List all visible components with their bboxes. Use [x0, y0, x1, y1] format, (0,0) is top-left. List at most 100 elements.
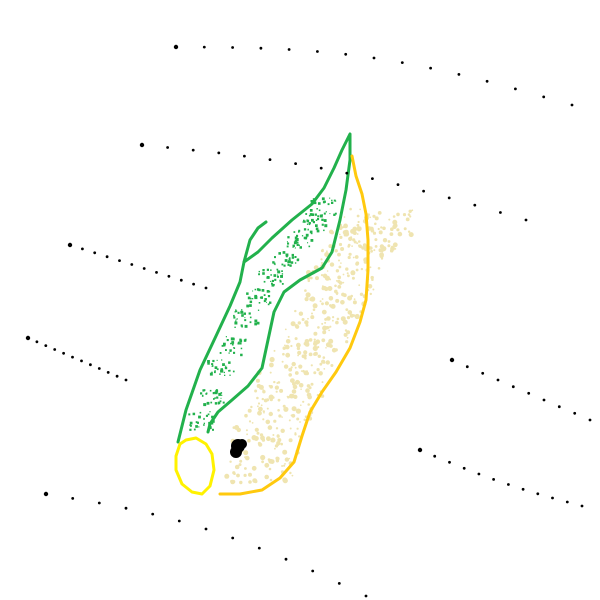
arc-dot — [124, 506, 128, 510]
beige-speckle — [390, 227, 394, 231]
green-speckle — [216, 396, 219, 399]
beige-speckle — [298, 364, 303, 369]
beige-speckle — [291, 406, 297, 412]
beige-speckle — [353, 240, 357, 244]
beige-speckle — [335, 280, 338, 282]
green-speckle — [203, 422, 205, 424]
green-speckle — [276, 268, 279, 271]
beige-speckle — [341, 292, 345, 297]
arc-dot — [465, 365, 469, 369]
green-speckle — [209, 372, 213, 376]
beige-speckle — [302, 369, 305, 373]
green-speckle — [190, 424, 192, 427]
green-speckle — [298, 244, 300, 246]
beige-speckle — [255, 378, 260, 383]
beige-speckle — [251, 465, 257, 471]
beige-speckle — [355, 262, 359, 266]
beige-speckle — [369, 246, 373, 250]
beige-speckle — [359, 208, 362, 211]
beige-speckle — [330, 364, 334, 367]
beige-speckle — [313, 340, 316, 343]
green-speckle — [322, 201, 326, 204]
beige-speckle — [369, 292, 372, 296]
arc-dot — [284, 557, 288, 561]
green-speckle — [286, 241, 288, 243]
beige-speckle — [370, 275, 374, 280]
beige-speckle — [262, 389, 265, 392]
beige-speckle — [347, 295, 353, 301]
beige-speckle — [325, 360, 330, 365]
green-speckle — [213, 398, 215, 400]
green-speckle — [317, 218, 320, 221]
beige-speckle — [258, 406, 263, 412]
green-speckle — [260, 296, 263, 299]
green-speckle — [232, 370, 235, 373]
green-speckle — [308, 245, 311, 248]
beige-speckle — [295, 379, 300, 385]
beige-speckle — [320, 258, 323, 261]
beige-speckle — [387, 240, 391, 243]
beige-speckle — [287, 335, 290, 338]
beige-speckle — [310, 315, 315, 320]
green-speckle — [313, 201, 317, 205]
beige-speckle — [305, 292, 311, 298]
arc-dot — [400, 61, 404, 64]
beige-speckle — [331, 347, 337, 353]
beige-speckle — [248, 472, 252, 477]
beige-speckle — [254, 427, 259, 432]
beige-speckle — [270, 437, 276, 443]
beige-speckle — [285, 339, 291, 344]
green-speckle — [281, 270, 283, 272]
green-speckle — [189, 428, 192, 431]
green-speckle — [192, 412, 196, 416]
green-speckle — [303, 220, 306, 223]
arc-dot — [316, 50, 319, 53]
beige-speckle — [316, 368, 320, 372]
beige-speckle — [257, 410, 262, 416]
beige-speckle — [300, 404, 302, 407]
beige-speckle — [247, 408, 252, 413]
green-speckle — [310, 239, 314, 242]
green-speckle — [228, 352, 230, 354]
beige-speckle — [377, 227, 380, 231]
green-speckle — [254, 296, 257, 299]
beige-speckle — [335, 298, 340, 303]
arc-dot — [372, 56, 376, 60]
green-speckle — [235, 319, 237, 321]
beige-speckle — [407, 230, 411, 233]
beige-speckle — [238, 463, 242, 467]
beige-speckle — [403, 227, 407, 231]
green-speckle — [319, 214, 323, 218]
arc-dot — [53, 348, 57, 351]
beige-speckle — [352, 300, 357, 305]
green-speckle — [203, 424, 205, 426]
beige-speckle — [356, 214, 360, 218]
green-speckle — [306, 219, 310, 223]
green-speckle — [314, 213, 317, 216]
green-speckle — [312, 214, 314, 216]
green-speckle — [278, 252, 281, 255]
beige-speckle — [236, 473, 240, 478]
green-speckle — [216, 368, 219, 371]
green-speckle — [216, 359, 218, 361]
green-speckle — [292, 244, 295, 247]
green-speckle — [271, 283, 275, 287]
green-speckle — [203, 389, 206, 391]
arc-dot — [588, 418, 592, 422]
beige-speckle — [229, 460, 232, 463]
beige-speckle — [277, 409, 280, 412]
green-speckle — [285, 253, 289, 257]
arc-dot — [97, 367, 101, 370]
arc-dot — [492, 478, 495, 481]
green-speckle — [298, 231, 300, 233]
green-speckle — [308, 222, 311, 225]
green-speckle — [257, 309, 260, 311]
beige-speckle — [234, 425, 240, 430]
green-speckle — [310, 200, 313, 203]
beige-speckle — [360, 267, 364, 271]
green-speckle — [215, 391, 218, 395]
yellow-loop — [174, 436, 216, 496]
green-speckle — [273, 274, 277, 277]
green-speckle — [230, 342, 232, 345]
green-speckle — [241, 325, 243, 328]
